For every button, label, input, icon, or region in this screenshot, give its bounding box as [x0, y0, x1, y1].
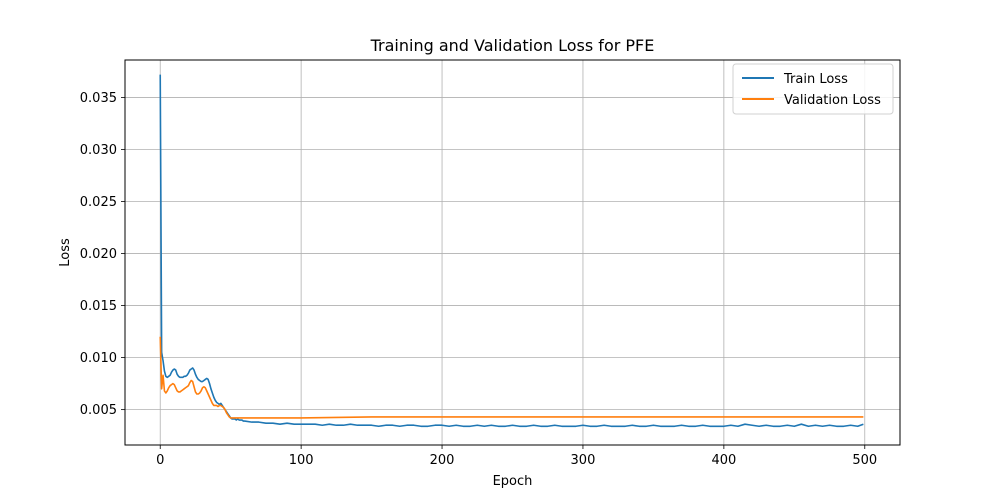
x-tick-label: 400	[711, 453, 736, 468]
x-tick-label: 500	[852, 453, 877, 468]
legend-label-validation-loss: Validation Loss	[784, 93, 881, 108]
chart-title: Training and Validation Loss for PFE	[370, 36, 655, 55]
legend-label-train-loss: Train Loss	[783, 72, 848, 87]
axis-ticks: 0 100 200 300 400 500 0.005 0.010 0.015 0.020 0.02…	[80, 91, 877, 468]
series-line-train-loss	[159, 74, 864, 428]
y-tick-label: 0.035	[80, 91, 117, 106]
grid	[125, 60, 900, 445]
plot-area-frame	[124, 59, 901, 446]
legend-box	[732, 63, 894, 115]
series-line-validation-loss	[159, 336, 864, 419]
y-tick-label: 0.030	[80, 143, 117, 158]
y-axis-label: Loss	[58, 238, 73, 267]
legend: Train Loss Validation Loss	[732, 63, 894, 115]
x-tick-label: 200	[430, 453, 455, 468]
x-tick-label: 100	[289, 453, 314, 468]
series-lines	[159, 74, 864, 428]
y-tick-label: 0.010	[80, 351, 117, 366]
y-tick-label: 0.025	[80, 195, 117, 210]
x-tick-label: 0	[156, 453, 164, 468]
y-tick-label: 0.020	[80, 247, 117, 262]
y-tick-label: 0.015	[80, 299, 117, 314]
x-axis-label: Epoch	[493, 474, 533, 489]
y-tick-label: 0.005	[80, 403, 117, 418]
x-tick-label: 300	[571, 453, 596, 468]
